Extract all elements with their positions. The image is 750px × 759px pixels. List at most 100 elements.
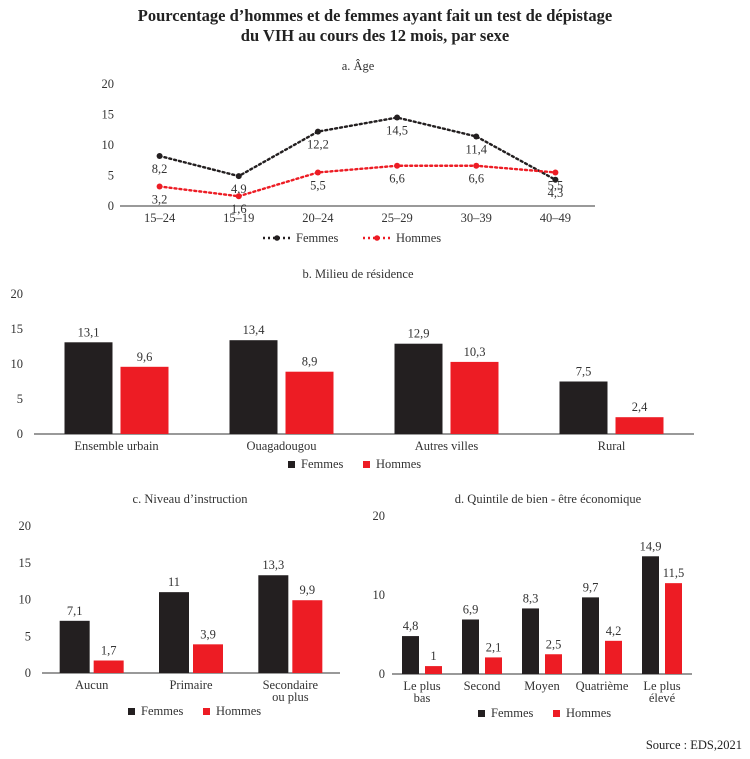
bar-femmes <box>229 340 278 434</box>
data-label: 6,6 <box>389 172 405 186</box>
title-line-2: du VIH au cours des 12 mois, par sexe <box>240 26 510 45</box>
bar-femmes <box>582 597 599 674</box>
x-tick-label: élevé <box>649 691 676 705</box>
series-line-hommes <box>158 164 557 198</box>
legend-label-hommes: Hommes <box>566 706 611 720</box>
chart-c-title: c. Niveau d’instruction <box>133 492 249 506</box>
bar-hommes <box>425 666 442 674</box>
data-label: 9,6 <box>137 350 153 364</box>
data-point <box>156 183 163 190</box>
legend-label-hommes: Hommes <box>376 457 421 471</box>
data-point <box>235 173 242 180</box>
legend-label-hommes: Hommes <box>216 704 261 718</box>
legend-swatch-hommes <box>553 710 560 717</box>
data-label: 12,2 <box>307 138 329 152</box>
bar-femmes <box>59 620 90 673</box>
bar-hommes <box>665 583 682 674</box>
data-point <box>394 162 401 169</box>
data-label: 13,4 <box>243 323 266 337</box>
bar-hommes <box>615 417 664 434</box>
series-line-femmes <box>158 116 557 181</box>
chart-a-title: a. Âge <box>342 59 375 73</box>
data-label: 2,5 <box>546 637 562 651</box>
x-tick-label: 15–24 <box>144 211 176 225</box>
bar-hommes <box>292 600 323 673</box>
data-label: 1,6 <box>231 202 247 216</box>
bar-femmes <box>522 608 539 674</box>
legend-swatch-hommes <box>203 708 210 715</box>
data-label: 4,8 <box>403 619 419 633</box>
legend-d: Femmes Hommes <box>478 706 611 720</box>
bar-hommes <box>193 644 223 673</box>
bar-femmes <box>394 343 443 434</box>
x-tick-label: 20–24 <box>302 211 334 225</box>
x-tick-label: 30–39 <box>461 211 492 225</box>
y-tick-label: 20 <box>11 287 24 301</box>
data-label: 1 <box>430 649 436 663</box>
legend-c: Femmes Hommes <box>128 704 261 718</box>
data-label: 3,2 <box>152 192 168 206</box>
y-tick-label: 10 <box>11 357 24 371</box>
data-label: 5,5 <box>310 178 326 192</box>
data-point <box>314 128 321 135</box>
data-label: 12,9 <box>408 327 430 341</box>
data-label: 9,7 <box>583 580 599 594</box>
y-tick-label: 20 <box>373 509 386 523</box>
bar-hommes <box>545 654 562 674</box>
y-tick-label: 20 <box>19 519 32 533</box>
y-tick-label: 10 <box>373 588 386 602</box>
data-label: 11,4 <box>466 142 488 156</box>
data-label: 13,1 <box>78 325 100 339</box>
bar-femmes <box>258 575 289 673</box>
x-tick-label: 25–29 <box>381 211 412 225</box>
y-tick-label: 0 <box>17 427 23 441</box>
data-label: 6,6 <box>468 172 484 186</box>
data-label: 4,9 <box>231 182 247 196</box>
data-label: 11 <box>168 575 180 589</box>
y-tick-label: 0 <box>108 199 114 213</box>
data-label: 3,9 <box>200 627 216 641</box>
bar-hommes <box>450 361 499 434</box>
bar-hommes <box>120 366 169 434</box>
x-tick-label: Aucun <box>75 678 109 692</box>
data-label: 7,1 <box>67 604 83 618</box>
chart-b-title: b. Milieu de résidence <box>302 267 414 281</box>
y-tick-label: 10 <box>19 593 32 607</box>
chart-d-title: d. Quintile de bien - être économique <box>455 492 642 506</box>
legend-label-femmes: Femmes <box>141 704 183 718</box>
data-label: 8,3 <box>523 591 539 605</box>
data-label: 13,3 <box>262 558 284 572</box>
y-tick-label: 5 <box>17 392 23 406</box>
x-tick-label: Le plus <box>403 679 440 693</box>
data-label: 1,7 <box>101 644 117 658</box>
legend-label-femmes: Femmes <box>296 231 338 245</box>
x-tick-label: Autres villes <box>415 439 479 453</box>
y-tick-label: 20 <box>102 77 115 91</box>
data-label: 4,2 <box>606 624 622 638</box>
legend-label-femmes: Femmes <box>491 706 533 720</box>
data-label: 9,9 <box>300 583 316 597</box>
source-note: Source : EDS,2021 <box>645 738 742 752</box>
data-label: 8,2 <box>152 162 168 176</box>
data-point <box>314 169 321 176</box>
y-tick-label: 15 <box>11 322 24 336</box>
data-label: 2,4 <box>632 400 648 414</box>
bar-hommes <box>93 660 124 673</box>
x-tick-label: Ensemble urbain <box>74 439 159 453</box>
bar-hommes <box>485 657 502 674</box>
x-tick-label: ou plus <box>272 690 309 704</box>
data-label: 2,1 <box>486 640 502 654</box>
x-tick-label: Le plus <box>643 679 680 693</box>
y-tick-label: 5 <box>108 169 114 183</box>
bar-femmes <box>159 592 189 673</box>
page-title: Pourcentage d’hommes et de femmes ayant … <box>0 6 750 46</box>
data-label: 7,5 <box>576 365 592 379</box>
data-label: 6,9 <box>463 602 479 616</box>
legend-swatch-femmes <box>288 461 295 468</box>
y-tick-label: 15 <box>19 556 32 570</box>
data-label: 10,3 <box>464 345 486 359</box>
data-point <box>473 162 480 169</box>
legend-swatch-femmes <box>128 708 135 715</box>
title-line-1: Pourcentage d’hommes et de femmes ayant … <box>137 6 613 25</box>
